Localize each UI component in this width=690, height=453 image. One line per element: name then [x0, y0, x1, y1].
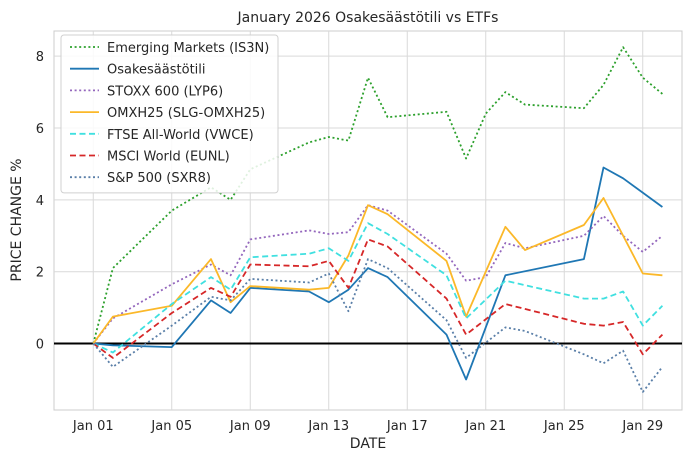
x-tick-label: Jan 17	[386, 419, 428, 434]
legend-label: Emerging Markets (IS3N)	[107, 41, 269, 56]
y-tick-labels: 0 2 4 6 8	[36, 50, 44, 352]
series-line	[92, 204, 663, 345]
x-tick-label: Jan 01	[72, 419, 114, 434]
x-tick-label: Jan 09	[229, 419, 271, 434]
legend-label: FTSE All-World (VWCE)	[107, 128, 254, 143]
y-tick-label: 4	[36, 194, 44, 209]
chart-title: January 2026 Osakesäästötili vs ETFs	[237, 10, 499, 26]
y-tick-label: 6	[36, 122, 44, 137]
legend-label: STOXX 600 (LYP6)	[107, 84, 223, 99]
x-tick-label: Jan 13	[307, 419, 349, 434]
legend-label: MSCI World (EUNL)	[107, 150, 230, 165]
x-axis-title: DATE	[350, 436, 386, 452]
legend-frame	[60, 34, 279, 194]
legend-label: S&P 500 (SXR8)	[107, 171, 211, 186]
series-line	[92, 197, 663, 345]
series-line	[92, 222, 664, 354]
series-line	[93, 166, 663, 381]
legend: Emerging Markets (IS3N) Osakesäästötili ST…	[60, 34, 279, 194]
x-tick-label: Jan 21	[464, 419, 506, 434]
series-line	[92, 258, 664, 393]
series-line	[92, 238, 664, 359]
x-tick-label: Jan 25	[543, 419, 585, 434]
legend-label: Osakesäästötili	[107, 63, 206, 78]
y-tick-label: 8	[36, 50, 44, 65]
y-axis-title: PRICE CHANGE %	[9, 158, 25, 281]
x-tick-label: Jan 29	[621, 419, 663, 434]
y-tick-label: 2	[36, 266, 44, 281]
gridlines	[54, 31, 682, 410]
y-tick-label: 0	[36, 338, 44, 353]
x-tick-labels: Jan 01 Jan 05 Jan 09 Jan 13 Jan 17 Jan 21 Jan …	[72, 419, 663, 434]
x-tick-label: Jan 05	[150, 419, 192, 434]
legend-label: OMXH25 (SLG-OMXH25)	[107, 106, 265, 121]
